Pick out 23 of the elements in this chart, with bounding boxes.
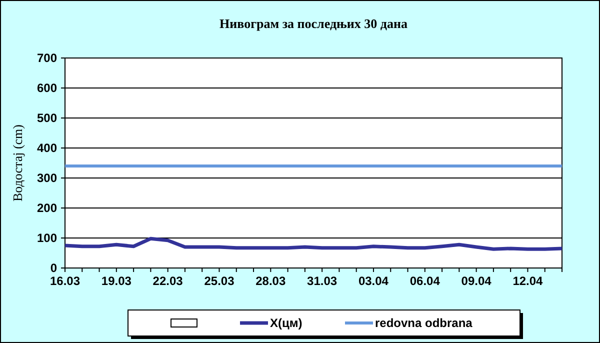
x-tick-label: 12.04 [512,274,544,288]
x-tick-label: 31.03 [307,274,338,288]
y-tick-label: 400 [36,141,58,155]
y-tick-label: 700 [36,51,58,65]
line-series [63,236,564,251]
y-tick-label: 100 [36,231,58,245]
y-tick-label: 500 [36,111,58,125]
legend-label: X(цм) [270,316,302,330]
y-tick-label: 300 [36,171,58,185]
y-tick-label: 200 [36,201,58,215]
y-tick-label: 600 [36,81,58,95]
x-tick-label: 25.03 [204,274,235,288]
x-tick-label: 09.04 [461,274,492,288]
x-tick-label: 19.03 [101,274,132,288]
x-tick-label: 28.03 [256,274,286,288]
x-tick-label: 22.03 [152,274,184,288]
legend-label: redovna odbrana [375,316,473,330]
x-tick-label: 16.03 [50,274,80,288]
y-tick-label: 0 [50,261,58,275]
x-tick-label: 06.04 [410,274,440,288]
chart-title: Нивограм за последњих 30 дана [220,16,408,31]
y-axis-title: Водостај (cm) [10,124,25,202]
x-tick-label: 03.04 [358,274,389,288]
